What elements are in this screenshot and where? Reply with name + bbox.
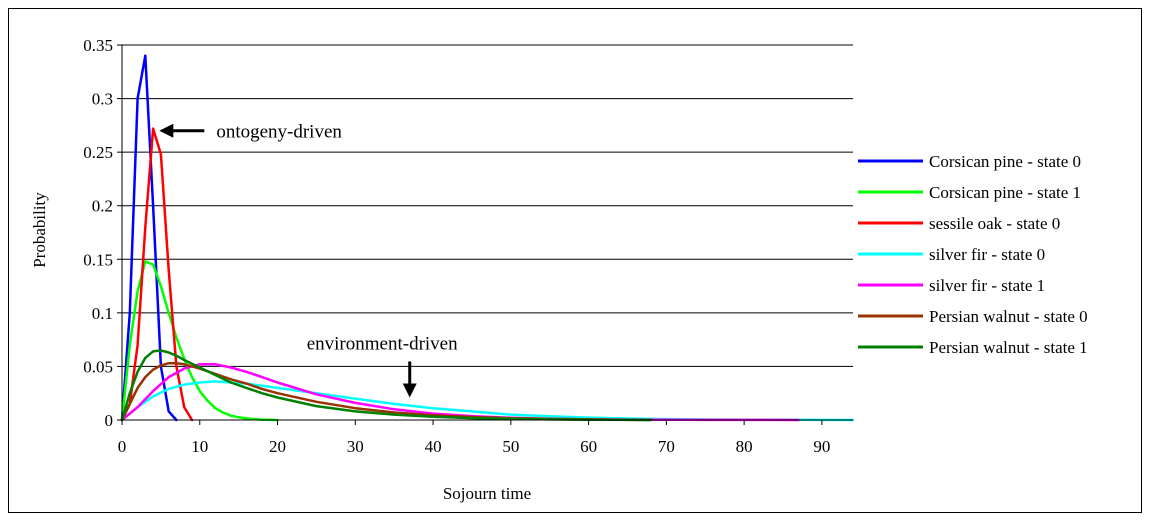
annotation-label-0: ontogeny-driven [216, 122, 342, 143]
series-line-1 [120, 260, 279, 422]
series-line-0 [120, 54, 178, 422]
y-tick-label: 0.05 [83, 357, 113, 376]
y-tick-label: 0.3 [92, 90, 113, 109]
axes [121, 45, 853, 421]
legend-label-6: Persian walnut - state 1 [929, 338, 1088, 357]
annotation-label-1: environment-driven [307, 334, 458, 355]
legend-label-1: Corsican pine - state 1 [929, 183, 1081, 202]
x-tick-label: 40 [425, 437, 442, 456]
x-tick-label: 20 [269, 437, 286, 456]
x-tick-label: 50 [502, 437, 519, 456]
legend-label-0: Corsican pine - state 0 [929, 152, 1081, 171]
legend-label-5: Persian walnut - state 0 [929, 307, 1088, 326]
chart-frame [8, 8, 1142, 513]
gridlines [122, 44, 853, 367]
annotation-arrow-head-1 [402, 383, 417, 398]
x-tick-label: 30 [347, 437, 364, 456]
annotations: ontogeny-driven environment-driven [159, 122, 458, 398]
y-tick-label: 0.25 [83, 143, 113, 162]
y-axis-title: Probability [30, 192, 49, 268]
legend: Corsican pine - state 0 Corsican pine - s… [858, 152, 1088, 357]
x-tick-label: 0 [118, 437, 127, 456]
x-tick-label: 70 [658, 437, 675, 456]
legend-label-3: silver fir - state 0 [929, 245, 1045, 264]
x-tick-label: 10 [191, 437, 208, 456]
x-ticks: 0 10 20 30 40 50 60 70 80 90 [118, 420, 830, 456]
x-axis-title: Sojourn time [443, 484, 531, 503]
y-tick-label: 0.1 [92, 304, 113, 323]
y-tick-label: 0.15 [83, 250, 113, 269]
y-tick-label: 0.35 [83, 36, 113, 55]
series-line-6 [120, 349, 653, 422]
legend-label-2: sessile oak - state 0 [929, 214, 1060, 233]
y-ticks: 0 0.05 0.1 0.15 0.2 0.25 0.3 0.35 [83, 36, 122, 430]
legend-label-4: silver fir - state 1 [929, 276, 1045, 295]
annotation-arrow-head-0 [159, 123, 174, 138]
x-tick-label: 60 [580, 437, 597, 456]
x-tick-label: 80 [736, 437, 753, 456]
y-tick-label: 0.2 [92, 197, 113, 216]
series-line-3 [120, 380, 855, 422]
series-lines [120, 54, 855, 422]
x-tick-label: 90 [813, 437, 830, 456]
y-tick-label: 0 [105, 411, 114, 430]
